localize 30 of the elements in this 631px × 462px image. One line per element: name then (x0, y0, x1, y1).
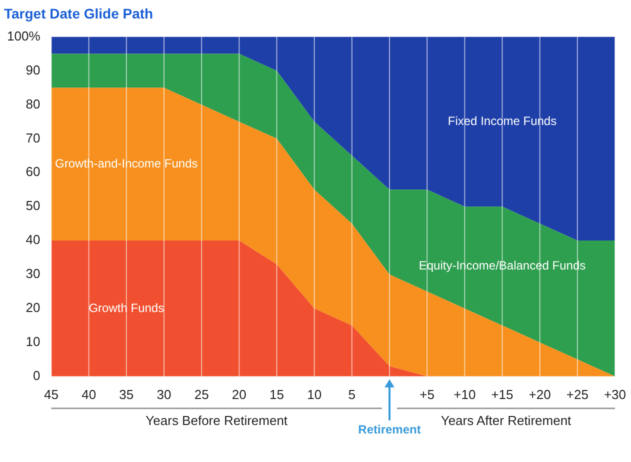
x-tick-label: 15 (270, 386, 284, 402)
y-tick-label: 60 (26, 164, 40, 180)
y-tick-label: 80 (26, 96, 40, 112)
y-tick-label: 20 (26, 300, 40, 316)
x-tick-label: 5 (348, 386, 356, 402)
x-tick-label: 20 (232, 386, 246, 402)
x-tick-label: +10 (454, 386, 476, 402)
x-tick-label: 25 (194, 386, 209, 402)
x-tick-label: 10 (307, 386, 322, 402)
y-tick-label: 50 (26, 198, 40, 214)
y-tick-label: 30 (26, 266, 40, 282)
x-tick-label: 45 (44, 386, 58, 402)
y-tick-label: 100% (7, 28, 41, 44)
x-tick-label: +25 (566, 386, 588, 402)
y-tick-label: 0 (33, 368, 40, 383)
y-tick-label: 40 (26, 232, 40, 248)
x-tick-label: +20 (528, 386, 551, 402)
y-tick-label: 70 (26, 130, 40, 146)
x-tick-label: 35 (119, 386, 134, 402)
x-tick-label: +5 (420, 386, 434, 402)
x-tick-label: +15 (491, 386, 514, 402)
x-tick-label: +30 (604, 386, 626, 402)
x-tick-label: 40 (82, 386, 96, 402)
text: Years Before Retirement (146, 412, 288, 428)
text: Years After Retirement (440, 412, 572, 428)
y-tick-label: 90 (26, 62, 40, 78)
y-tick-label: 10 (26, 334, 40, 350)
chart-title: Target Date Glide Path (4, 5, 154, 22)
x-tick-label: 30 (156, 386, 172, 402)
text: Retirement (358, 422, 421, 437)
